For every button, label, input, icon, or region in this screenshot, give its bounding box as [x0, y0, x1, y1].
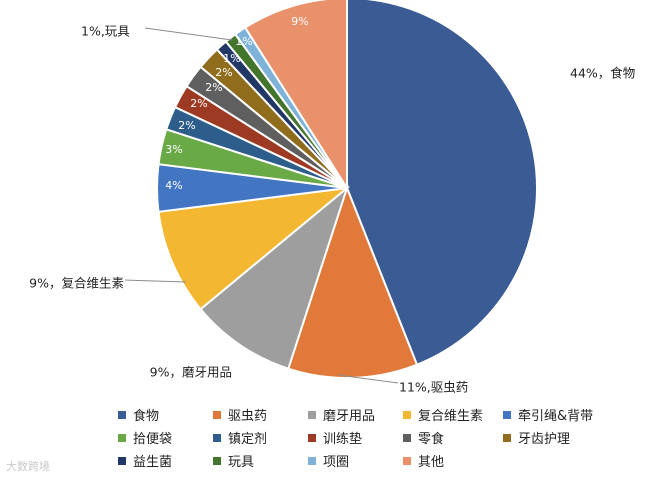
leader-line-toy [144, 27, 233, 41]
legend-item: 项圈 [308, 451, 403, 470]
pie-slice-14 [243, 0, 348, 192]
data-label-1: 44%，食物 [570, 66, 635, 81]
legend-swatch [403, 456, 411, 465]
data-label-3: 9%，磨牙用品 [150, 365, 232, 380]
data-label-9: 2% [205, 81, 222, 94]
data-label-8: 2% [190, 97, 207, 110]
data-label-13: 1% [235, 35, 252, 48]
legend-item: 复合维生素 [403, 405, 503, 424]
legend-label: 镇定剂 [228, 432, 268, 447]
watermark: 大数跨境 [6, 460, 50, 473]
legend-label: 驱虫药 [228, 409, 268, 424]
legend-item: 镇定剂 [213, 428, 308, 447]
leader-line-2 [337, 374, 399, 384]
legend-label: 项圈 [323, 455, 350, 470]
legend-swatch [118, 410, 126, 419]
data-label-6: 3% [165, 143, 182, 156]
legend-row: 拾便袋 镇定剂 训练垫 零食 牙齿护理 [118, 426, 658, 449]
legend-swatch [213, 456, 221, 465]
legend-label: 其他 [418, 455, 445, 470]
legend-row: 益生菌 玩具 项圈 其他 [118, 449, 658, 472]
legend-label: 磨牙用品 [323, 409, 376, 424]
legend: 食物 驱虫药 磨牙用品 复合维生素 牵引绳&背带拾便袋 镇定剂 训练垫 零食 牙齿护理益生菌 玩具… [118, 403, 658, 472]
data-label-11: 1% [223, 52, 240, 65]
legend-label: 牵引绳&背带 [518, 409, 594, 424]
legend-swatch [403, 410, 411, 419]
legend-item: 牙齿护理 [503, 428, 623, 447]
data-label-14: 9% [291, 15, 308, 28]
legend-swatch [503, 433, 511, 442]
legend-item: 磨牙用品 [308, 405, 403, 424]
data-label-2: 11%,驱虫药 [399, 380, 468, 395]
legend-swatch [118, 456, 126, 465]
data-label-5: 4% [165, 179, 182, 192]
pie-slice-4 [157, 186, 351, 311]
legend-label: 拾便袋 [133, 432, 173, 447]
legend-item: 牵引绳&背带 [503, 405, 623, 424]
legend-item: 食物 [118, 405, 213, 424]
legend-swatch [308, 410, 316, 419]
legend-item: 其他 [403, 451, 503, 470]
legend-label: 零食 [418, 432, 445, 447]
legend-item: 益生菌 [118, 451, 213, 470]
pie-slice-2 [287, 185, 419, 379]
data-label-toy: 1%,玩具 [81, 24, 130, 39]
pie-slice-3 [199, 185, 350, 370]
legend-item: 零食 [403, 428, 503, 447]
legend-label: 益生菌 [133, 455, 173, 470]
legend-label: 复合维生素 [418, 409, 484, 424]
legend-swatch [118, 433, 126, 442]
leader-line-4 [124, 279, 187, 283]
legend-item: 驱虫药 [213, 405, 308, 424]
legend-item: 拾便袋 [118, 428, 213, 447]
legend-swatch [213, 433, 221, 442]
data-label-7: 2% [178, 119, 195, 132]
legend-swatch [213, 410, 221, 419]
legend-label: 训练垫 [323, 432, 363, 447]
legend-swatch [503, 410, 511, 419]
legend-swatch [308, 456, 316, 465]
legend-row: 食物 驱虫药 磨牙用品 复合维生素 牵引绳&背带 [118, 403, 658, 426]
legend-swatch [308, 433, 316, 442]
legend-label: 食物 [133, 409, 160, 424]
legend-item: 训练垫 [308, 428, 403, 447]
legend-item: 玩具 [213, 451, 308, 470]
legend-label: 牙齿护理 [518, 432, 571, 447]
data-label-10: 2% [215, 66, 232, 79]
legend-label: 玩具 [228, 455, 255, 470]
legend-swatch [403, 433, 411, 442]
data-label-4: 9%，复合维生素 [29, 276, 124, 291]
pie-slice-1 [346, 0, 538, 366]
